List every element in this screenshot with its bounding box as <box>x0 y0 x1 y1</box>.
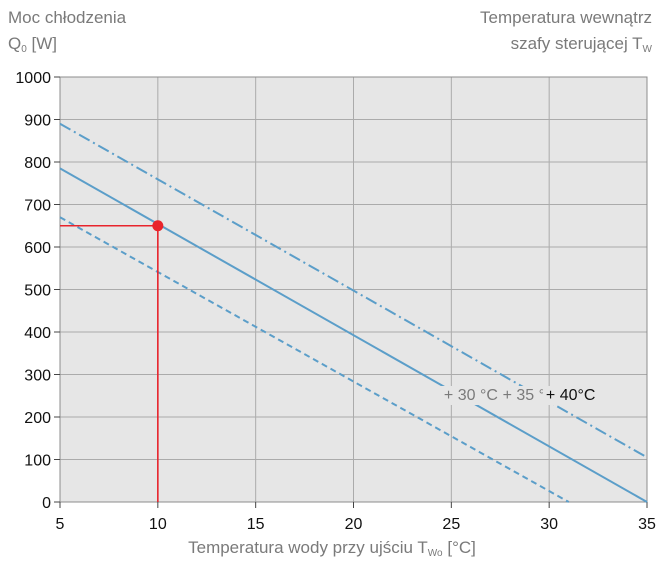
series-label: + 30 °C <box>444 387 498 404</box>
y-tick-label: 600 <box>24 240 51 257</box>
series-label-background <box>542 386 599 405</box>
y-tick-label: 0 <box>42 495 51 512</box>
legend-title-subscript: W <box>642 44 652 55</box>
y-axis-label-symbol: Q0 [W] <box>8 34 57 60</box>
legend-title-line2: szafy sterującej TW <box>511 34 652 60</box>
y-axis-label-line1: Moc chłodzenia <box>8 8 127 27</box>
x-tick-label: 10 <box>149 516 167 533</box>
x-axis-label-text: Temperatura wody przy ujściu T <box>188 538 428 557</box>
x-tick-label: 35 <box>638 516 656 533</box>
series-label-background <box>440 386 501 405</box>
marker-point <box>152 220 164 232</box>
y-tick-label: 1000 <box>15 70 51 87</box>
y-axis-symbol: Q <box>8 34 22 53</box>
x-axis-unit: [°C] <box>447 538 476 557</box>
legend-title-text2: szafy sterującej T <box>510 34 643 53</box>
y-tick-label: 400 <box>24 325 51 342</box>
y-tick-label: 900 <box>24 113 51 130</box>
y-tick-label: 300 <box>24 368 51 385</box>
x-tick-label: 25 <box>442 516 460 533</box>
x-axis-label-subscript: Wo <box>427 548 443 559</box>
y-axis-symbol-subscript: 0 <box>21 44 27 55</box>
x-axis-label: Temperatura wody przy ujściu TWo [°C] <box>0 538 664 564</box>
y-tick-label: 100 <box>24 453 51 470</box>
y-tick-label: 500 <box>24 283 51 300</box>
x-tick-label: 15 <box>247 516 265 533</box>
x-tick-label: 30 <box>540 516 558 533</box>
y-tick-label: 700 <box>24 198 51 215</box>
x-tick-label: 20 <box>345 516 363 533</box>
series-line <box>59 216 570 503</box>
series-label: + 40°C <box>546 387 596 404</box>
series-line <box>59 122 648 459</box>
y-axis-label: Moc chłodzenia <box>8 8 126 28</box>
y-axis-unit: [W] <box>31 34 58 53</box>
legend-title-line1: Temperatura wewnątrz <box>480 8 652 28</box>
x-tick-label: 5 <box>56 516 65 533</box>
y-tick-label: 200 <box>24 410 51 427</box>
y-tick-label: 800 <box>24 155 51 172</box>
legend-title-text1: Temperatura wewnątrz <box>480 8 652 27</box>
